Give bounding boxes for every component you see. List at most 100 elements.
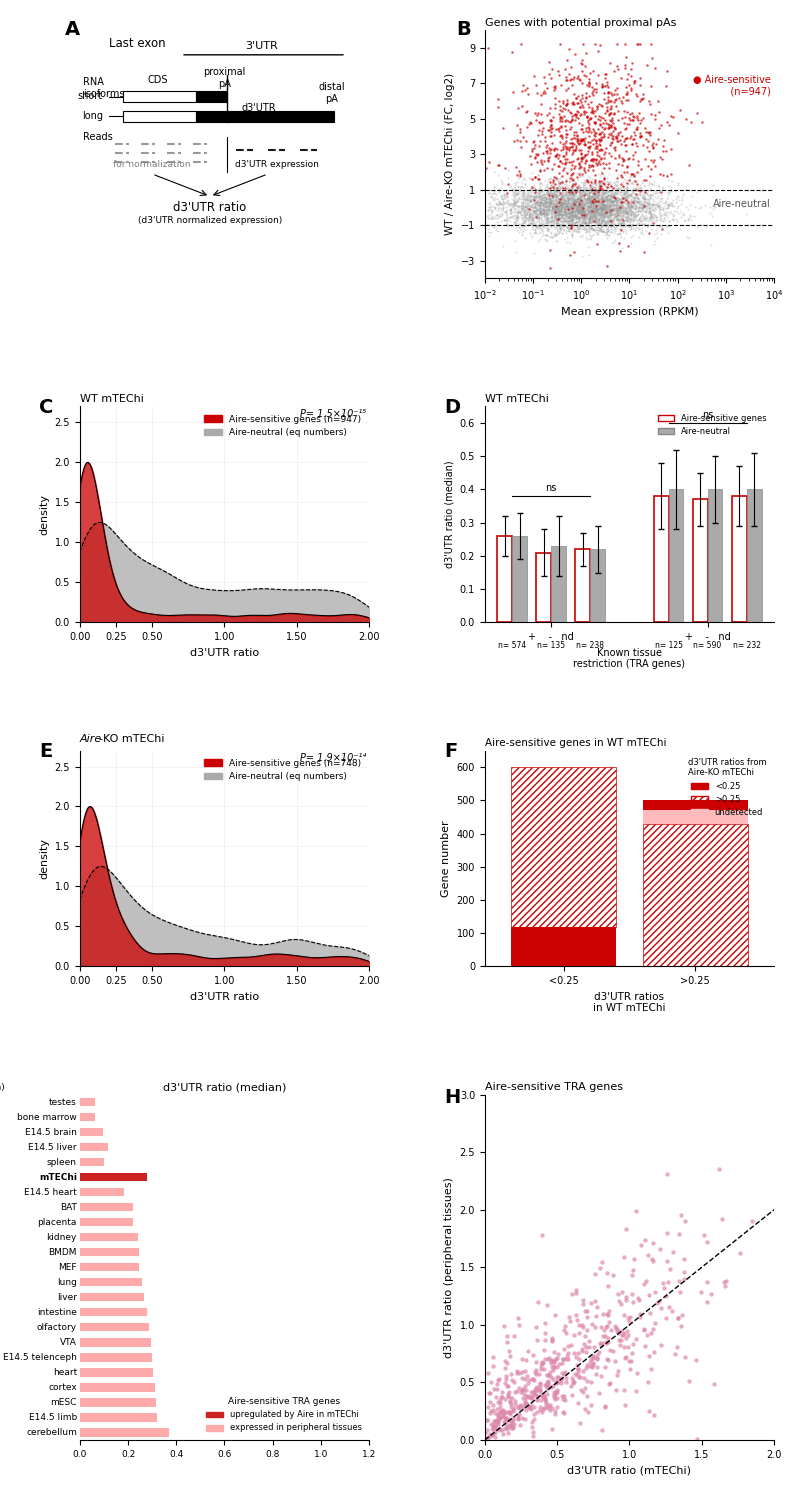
- Point: [588, 174, 601, 198]
- Point: [634, 220, 647, 245]
- Point: [559, 183, 571, 207]
- Point: [564, 207, 577, 231]
- Point: [568, 182, 581, 206]
- Point: [591, 178, 603, 203]
- Point: [625, 124, 638, 148]
- Point: [643, 1284, 656, 1308]
- Point: [602, 152, 615, 176]
- Point: [535, 190, 547, 214]
- Point: [600, 254, 613, 278]
- Point: [566, 195, 579, 219]
- Point: [519, 188, 532, 211]
- Point: [553, 189, 566, 213]
- Point: [564, 68, 577, 92]
- Point: [602, 213, 614, 237]
- Point: [568, 190, 581, 214]
- Point: [518, 201, 531, 225]
- Point: [634, 195, 646, 219]
- Point: [583, 195, 596, 219]
- Point: [549, 200, 562, 223]
- Point: [500, 177, 513, 201]
- Point: [558, 189, 571, 213]
- Point: [587, 192, 600, 216]
- Point: [647, 1402, 660, 1426]
- Point: [626, 1332, 639, 1356]
- Point: [598, 74, 611, 98]
- Point: [515, 1392, 527, 1416]
- Point: [601, 204, 614, 228]
- Point: [617, 150, 630, 174]
- Point: [632, 210, 645, 234]
- Point: [587, 1352, 599, 1376]
- Point: [572, 198, 585, 222]
- Point: [690, 1426, 703, 1450]
- Point: [627, 147, 640, 171]
- Point: [596, 198, 609, 222]
- Point: [610, 126, 622, 150]
- Point: [571, 106, 584, 130]
- Point: [555, 1371, 567, 1395]
- Point: [535, 122, 548, 146]
- Point: [567, 138, 579, 162]
- Point: [512, 1402, 524, 1426]
- Point: [573, 192, 586, 216]
- Point: [568, 183, 581, 207]
- Point: [550, 204, 563, 228]
- Point: [596, 196, 609, 220]
- Point: [589, 178, 602, 203]
- Point: [566, 130, 579, 154]
- Point: [614, 220, 626, 245]
- Point: [569, 198, 582, 222]
- Point: [614, 204, 626, 228]
- Point: [660, 201, 673, 225]
- Point: [562, 211, 575, 236]
- Point: [572, 180, 585, 204]
- Point: [633, 210, 646, 234]
- Point: [514, 129, 527, 153]
- Point: [583, 206, 595, 230]
- Point: [555, 172, 568, 196]
- Point: [544, 220, 557, 245]
- Point: [652, 189, 665, 213]
- Point: [580, 168, 593, 192]
- Point: [493, 190, 506, 214]
- Point: [606, 124, 619, 148]
- Point: [654, 1334, 667, 1358]
- Point: [583, 220, 596, 245]
- Point: [510, 206, 523, 230]
- Point: [522, 184, 535, 209]
- Point: [541, 174, 554, 198]
- Point: [592, 190, 605, 214]
- Point: [527, 1402, 540, 1426]
- Point: [488, 182, 500, 206]
- Point: [625, 217, 638, 242]
- Point: [562, 190, 575, 214]
- Point: [575, 198, 588, 222]
- Point: [642, 201, 654, 225]
- Point: [598, 201, 610, 225]
- Point: [512, 196, 525, 220]
- Point: [556, 198, 569, 222]
- Point: [584, 192, 597, 216]
- Point: [531, 189, 543, 213]
- Point: [602, 210, 614, 234]
- Point: [591, 207, 604, 231]
- Point: [591, 192, 603, 216]
- Point: [525, 192, 538, 216]
- Point: [521, 188, 534, 211]
- Point: [592, 209, 605, 232]
- Point: [609, 186, 622, 210]
- Point: [555, 195, 567, 219]
- Point: [585, 200, 598, 223]
- Point: [504, 204, 517, 228]
- Point: [647, 207, 660, 231]
- Point: [587, 202, 599, 226]
- Point: [586, 75, 598, 99]
- Point: [596, 186, 609, 210]
- Point: [597, 198, 610, 222]
- Point: [581, 214, 594, 238]
- Point: [591, 184, 604, 209]
- X-axis label: d3'UTR ratio: d3'UTR ratio: [190, 992, 259, 1002]
- Point: [535, 217, 547, 242]
- Point: [517, 180, 530, 204]
